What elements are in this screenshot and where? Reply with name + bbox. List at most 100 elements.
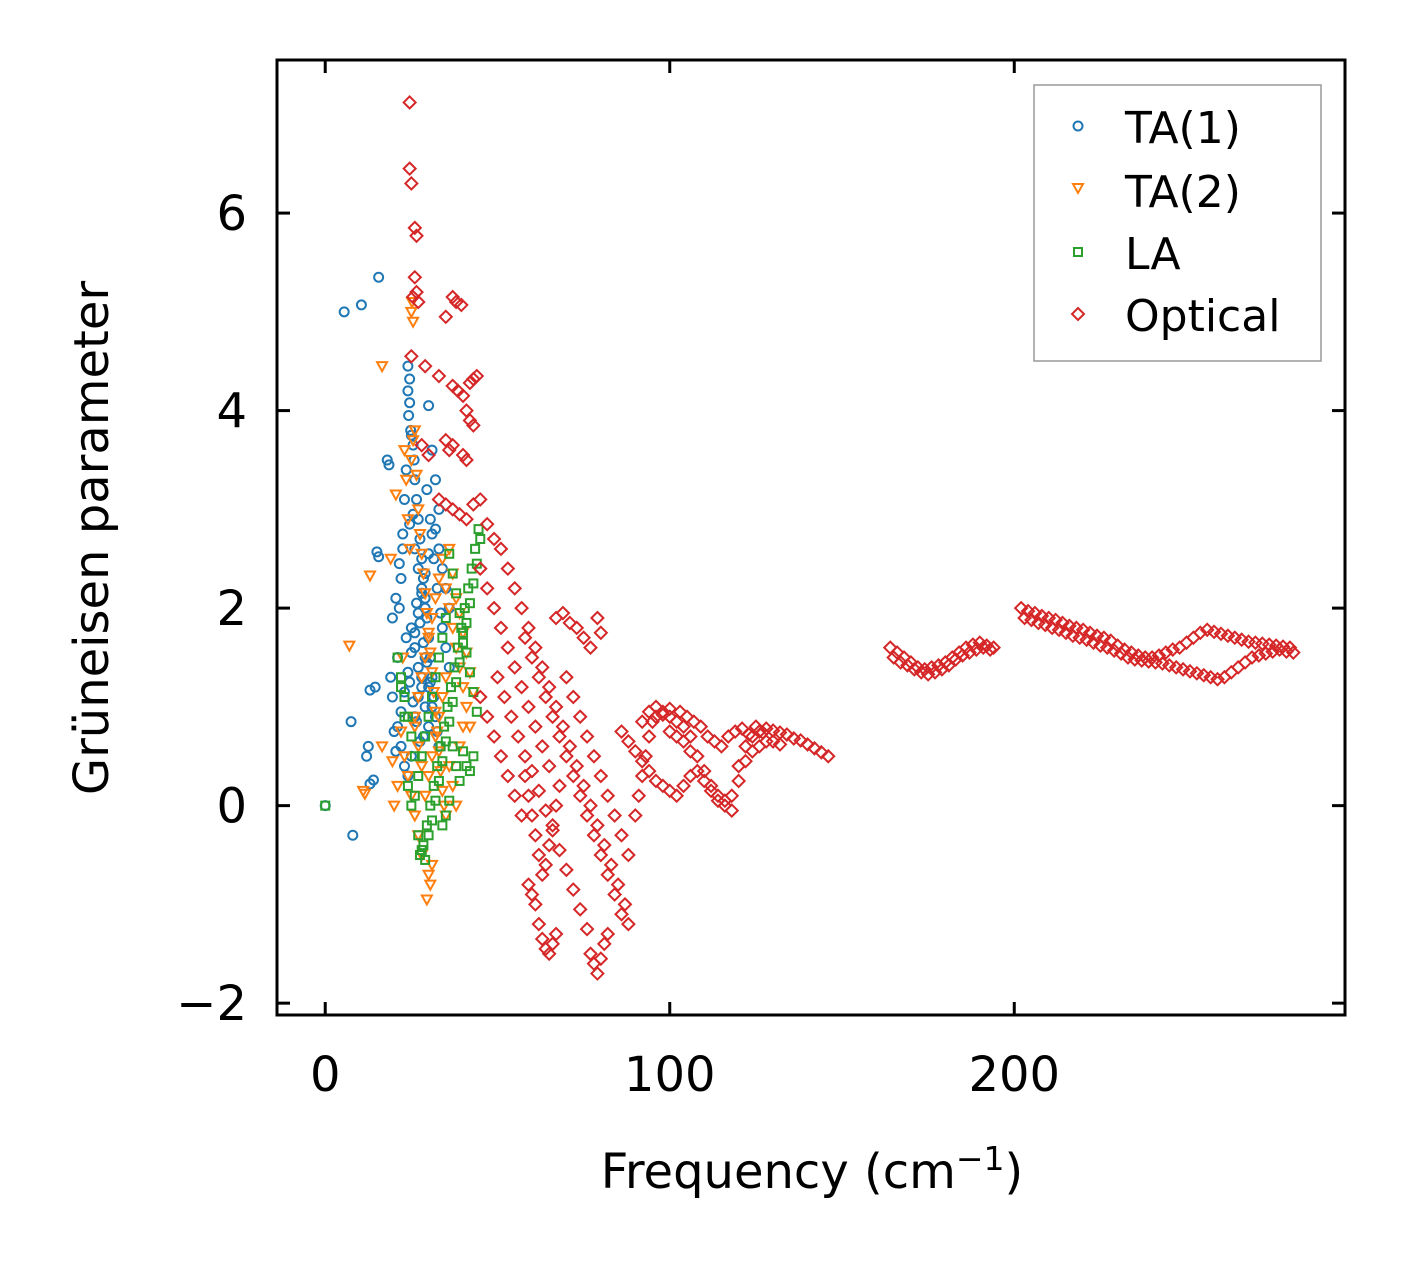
point-la [473,524,484,535]
point-optical [493,748,509,764]
point-optical [490,669,505,685]
point-ta2 [375,361,389,374]
point-optical [527,827,543,843]
point-optical [579,921,595,937]
point-optical [421,447,437,463]
point-optical [534,867,550,883]
x-tick-label: 200 [968,1047,1060,1103]
point-optical [586,748,602,764]
point-optical [514,679,530,695]
point-ta1 [411,493,423,505]
point-ta1 [417,572,429,584]
point-optical [596,936,612,952]
point-la [439,721,450,732]
point-optical [462,413,478,428]
point-optical [438,309,454,325]
point-optical [1192,625,1208,641]
point-ta2 [414,672,429,685]
point-optical [465,371,481,387]
point-ta2 [383,553,398,566]
point-la [451,761,462,772]
point-optical [707,734,722,749]
point-optical [648,699,664,715]
point-la [409,751,420,762]
point-optical [521,699,536,715]
point-optical [517,630,533,646]
point-optical [572,788,588,804]
point-optical [710,793,726,809]
point-ta2 [425,612,439,626]
point-la [447,741,458,752]
point-la [433,652,444,663]
legend: TA(1) TA(2) LA Optical [1033,84,1322,362]
point-ta1 [364,684,376,696]
point-ta1 [404,373,416,385]
point-optical [1258,646,1274,661]
point-ta1 [395,740,407,752]
point-ta2 [375,741,389,754]
point-la [428,780,439,791]
point-ta1 [367,774,379,786]
point-optical [486,729,502,744]
point-la [444,795,455,806]
point-ta2 [418,588,432,601]
point-optical [1251,648,1267,663]
legend-label-ta2: TA(2) [1124,167,1241,218]
y-tick-label: 0 [216,779,247,835]
legend-marker-optical [1070,306,1086,322]
point-optical [765,734,781,749]
point-ta1 [397,528,409,540]
point-optical [982,642,998,658]
point-ta1 [436,622,448,634]
point-la [437,820,448,831]
point-optical [1037,617,1053,633]
point-optical [676,719,691,735]
point-optical [676,734,691,749]
point-optical [593,625,609,641]
point-ta1 [443,661,455,673]
point-optical [459,452,474,468]
point-ta1 [362,740,374,752]
plot-frame [275,58,1347,1017]
point-optical [717,798,733,814]
point-optical [531,847,547,863]
point-la [471,706,482,717]
point-la [413,771,424,782]
point-optical [524,808,540,823]
point-ta1 [414,533,426,545]
point-optical [465,417,481,433]
point-optical [558,669,574,685]
point-ta2 [409,469,424,482]
point-optical [541,837,557,853]
point-ta2 [421,869,436,882]
point-la [420,731,431,742]
point-ta1 [402,385,414,397]
point-optical [589,966,605,981]
y-tick-label: 6 [216,186,247,242]
point-optical [414,437,430,453]
point-optical [552,842,567,858]
point-optical [552,729,567,744]
point-ta2 [435,553,450,566]
point-optical [1123,645,1139,660]
legend-marker-ta1 [1072,120,1084,132]
point-optical [534,738,550,754]
point-optical [886,650,902,665]
point-ta2 [423,879,438,892]
point-ta1 [361,750,373,762]
legend-marker-ta2 [1071,183,1085,196]
point-la [468,751,479,762]
point-la [406,731,417,742]
legend-label-optical: Optical [1125,291,1280,342]
point-ta1 [423,400,435,412]
point-optical [614,827,629,843]
point-ta2 [396,652,410,665]
y-axis-label: Grüneisen parameter [64,281,120,796]
point-optical [700,729,716,744]
point-optical [779,727,795,742]
point-ta1 [402,360,414,372]
point-optical [669,714,685,730]
point-optical [600,788,616,804]
point-ta2 [411,691,425,705]
axis-ticks: 0 100 200 −2 0 2 4 6 [176,60,1345,1103]
